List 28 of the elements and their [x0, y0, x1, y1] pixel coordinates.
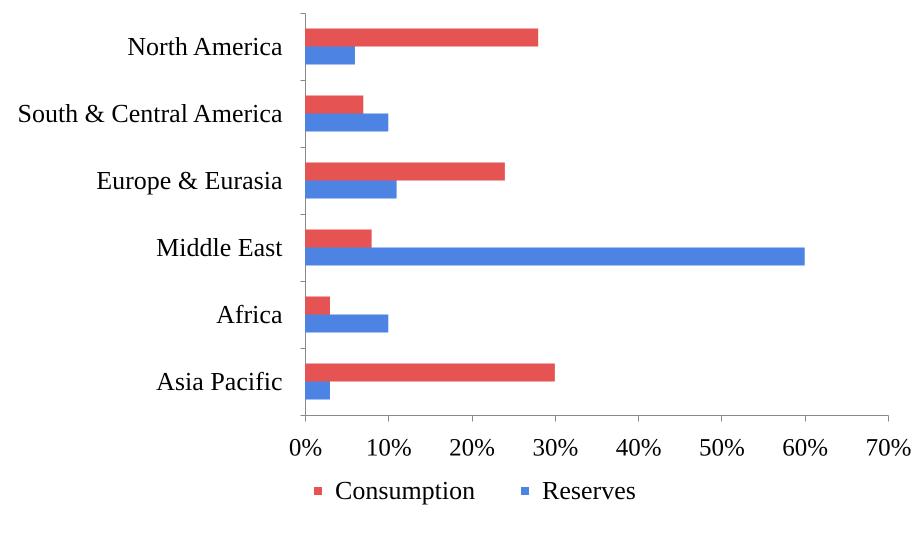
bar: [305, 229, 372, 248]
y-tick-label: South & Central America: [17, 99, 283, 128]
bar: [305, 162, 505, 180]
x-tick-label: 60%: [782, 434, 828, 462]
y-tick-label: North America: [127, 32, 283, 61]
x-tick-label: 70%: [866, 434, 912, 462]
x-tick-label: 40%: [616, 434, 662, 462]
y-tick-label: Europe & Eurasia: [96, 166, 283, 195]
bar: [305, 296, 330, 314]
bar: [305, 382, 330, 400]
x-tick-label: 0%: [288, 434, 322, 462]
bar: [305, 363, 555, 382]
y-tick-label: Africa: [216, 300, 283, 329]
bar: [305, 28, 538, 46]
bar: [305, 314, 388, 333]
x-tick-label: 30%: [532, 434, 578, 462]
x-tick-label: 20%: [449, 434, 495, 462]
x-tick-label: 10%: [366, 434, 412, 462]
y-tick-label: Middle East: [156, 233, 284, 262]
legend-label: Reserves: [542, 476, 636, 505]
bar: [305, 180, 397, 199]
x-tick-label: 50%: [699, 434, 745, 462]
bar: [305, 248, 805, 266]
bar: [305, 95, 364, 114]
y-tick-label: Asia Pacific: [156, 367, 282, 396]
legend-label: Consumption: [335, 476, 476, 505]
bar: [305, 114, 388, 132]
bar: [305, 46, 355, 65]
